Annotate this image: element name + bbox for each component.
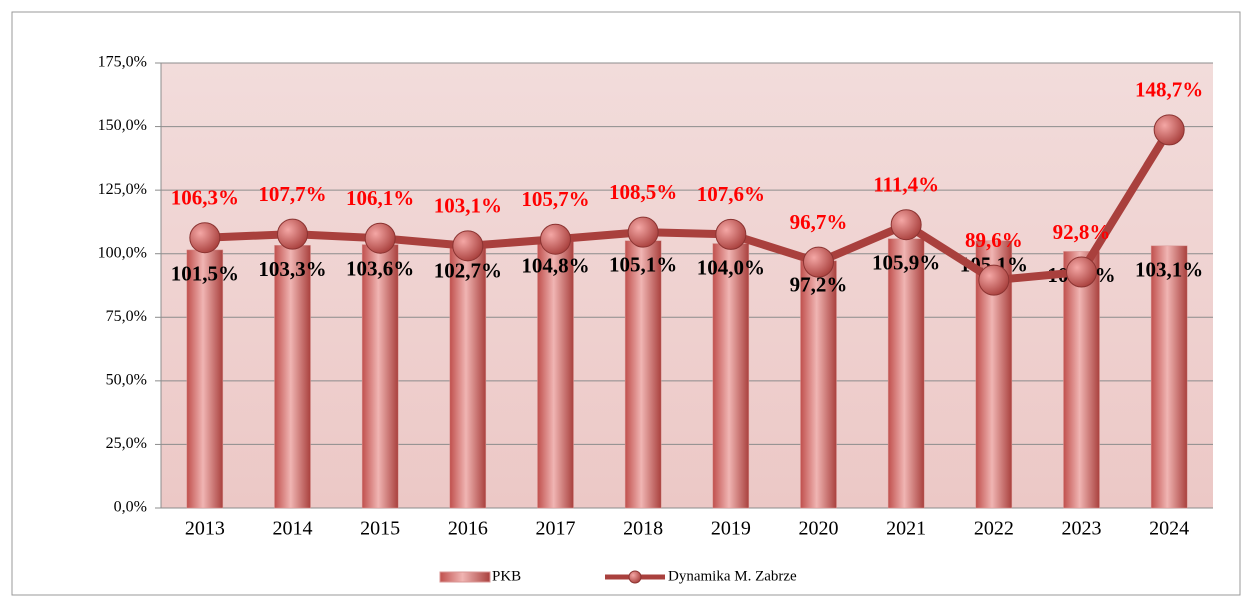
bar xyxy=(274,245,311,509)
y-tick-label: 175,0% xyxy=(98,54,147,71)
line-value-label: 108,5% xyxy=(609,180,677,204)
bar xyxy=(712,243,750,509)
bar-value-label: 104,8% xyxy=(521,253,589,277)
bar-value-label: 105,9% xyxy=(872,251,940,275)
line-value-label: 107,7% xyxy=(258,182,326,206)
bar xyxy=(361,244,399,509)
line-value-label: 106,3% xyxy=(171,186,239,210)
line-point xyxy=(277,218,308,250)
x-tick-label: 2019 xyxy=(711,518,751,540)
x-tick-label: 2024 xyxy=(1149,518,1189,540)
bar xyxy=(449,246,487,509)
legend: PKB Dynamika M. Zabrze xyxy=(439,568,797,584)
legend-swatch-marker xyxy=(628,570,642,584)
bar xyxy=(624,240,662,509)
bar xyxy=(887,238,925,509)
line-point xyxy=(890,209,922,241)
line-value-label: 89,6% xyxy=(965,228,1023,252)
x-tick-label: 2023 xyxy=(1062,518,1102,540)
bar xyxy=(1063,251,1100,509)
y-tick-label: 75,0% xyxy=(106,308,147,325)
x-tick-label: 2016 xyxy=(448,518,488,540)
bar-value-label: 103,6% xyxy=(346,256,414,280)
bar-value-label: 103,1% xyxy=(1135,258,1203,282)
line-point xyxy=(715,218,747,250)
y-tick-label: 125,0% xyxy=(98,181,147,198)
y-tick-label: 100,0% xyxy=(98,244,147,261)
x-tick-label: 2020 xyxy=(799,518,839,540)
line-point xyxy=(452,230,484,262)
line-point xyxy=(1066,256,1097,288)
line-value-label: 103,1% xyxy=(434,194,502,218)
x-tick-label: 2014 xyxy=(273,518,313,540)
x-tick-label: 2018 xyxy=(623,518,663,540)
line-point xyxy=(627,216,659,248)
line-point xyxy=(978,264,1010,296)
bar-value-label: 103,3% xyxy=(258,257,326,281)
line-point xyxy=(1153,114,1185,146)
line-value-label: 148,7% xyxy=(1135,78,1203,102)
bar xyxy=(537,241,574,509)
line-value-label: 96,7% xyxy=(790,210,848,234)
bar xyxy=(800,260,837,509)
x-tick-label: 2015 xyxy=(360,518,400,540)
line-value-label: 106,1% xyxy=(346,186,414,210)
x-tick-label: 2022 xyxy=(974,518,1014,540)
line-value-label: 111,4% xyxy=(873,173,939,197)
legend-label: PKB xyxy=(492,568,521,584)
line-value-label: 92,8% xyxy=(1053,220,1111,244)
y-tick-label: 150,0% xyxy=(98,117,147,134)
y-tick-label: 0,0% xyxy=(114,499,147,516)
line-point xyxy=(189,222,221,254)
line-value-label: 107,6% xyxy=(697,182,765,206)
line-value-label: 105,7% xyxy=(521,187,589,211)
bar-value-label: 102,7% xyxy=(434,259,502,283)
bar-value-label: 105,1% xyxy=(609,253,677,277)
legend-swatch xyxy=(439,571,491,583)
plot-area xyxy=(161,63,1213,508)
bar-value-label: 101,5% xyxy=(171,262,239,286)
y-tick-label: 50,0% xyxy=(106,372,147,389)
legend-label: Dynamika M. Zabrze xyxy=(668,568,797,584)
line-point xyxy=(364,222,396,254)
x-tick-label: 2021 xyxy=(886,518,926,540)
bar xyxy=(1150,245,1188,509)
bar-value-label: 104,0% xyxy=(697,255,765,279)
line-point xyxy=(540,223,571,255)
x-tick-label: 2017 xyxy=(536,518,576,540)
y-tick-label: 25,0% xyxy=(106,435,147,452)
bar xyxy=(186,249,224,509)
x-tick-label: 2013 xyxy=(185,518,225,540)
line-point xyxy=(803,246,834,278)
